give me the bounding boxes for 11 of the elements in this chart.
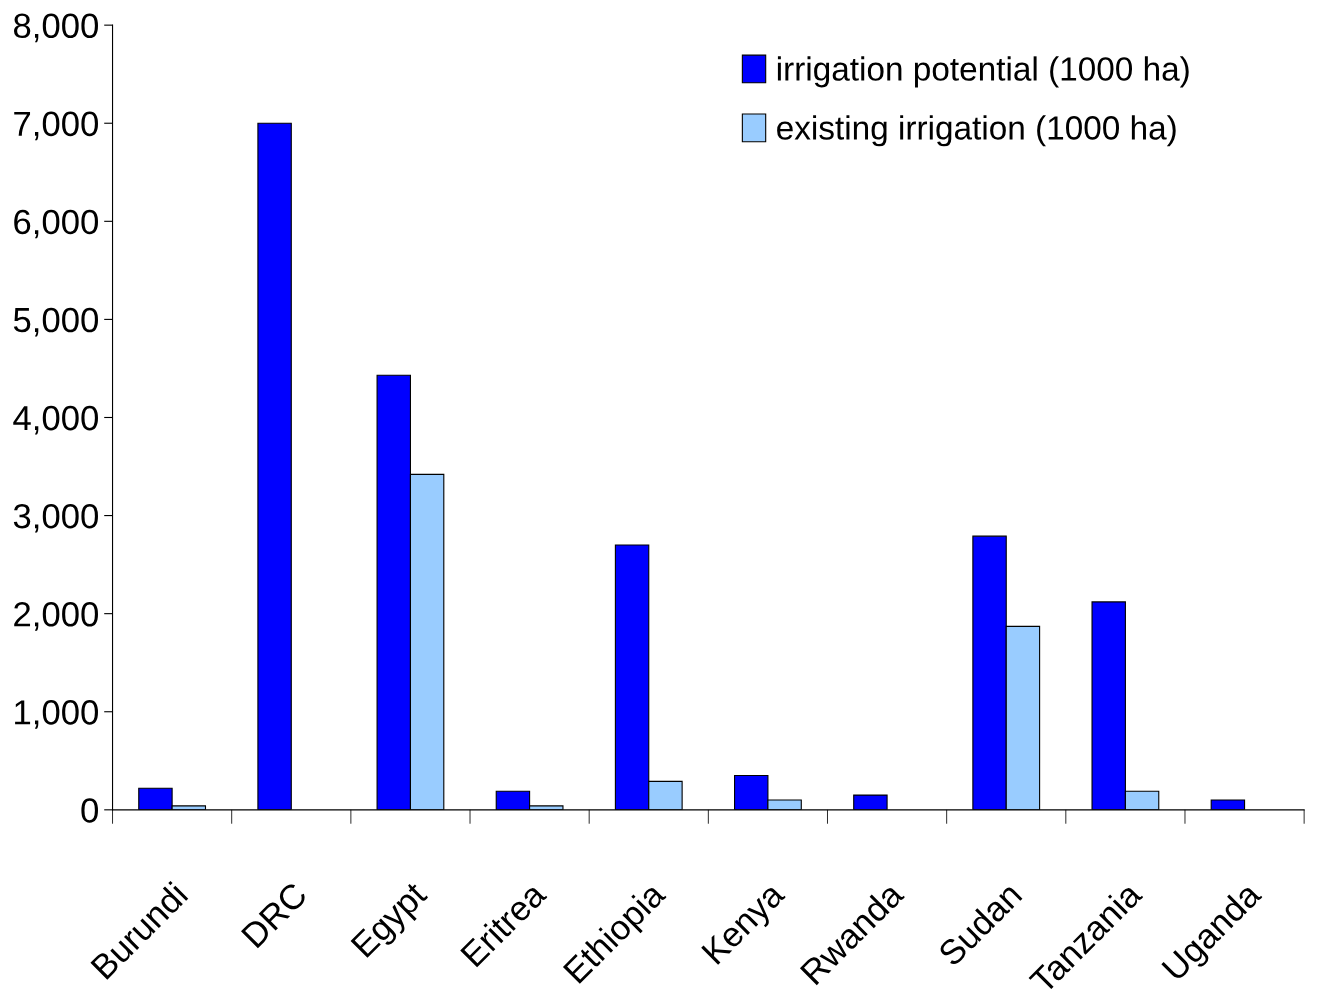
y-tick-label: 1,000 (15, 700, 98, 729)
y-tick-label: 5,000 (13, 307, 98, 337)
legend-label: irrigation potential (1000 ha) (777, 56, 1189, 88)
y-tick-label: 6,000 (14, 209, 98, 239)
y-tick-label: 3,000 (13, 503, 98, 533)
y-tick-label: 4,000 (13, 405, 98, 435)
y-tick-label: 8,000 (13, 13, 98, 43)
y-tick-label: 2,000 (14, 602, 98, 631)
legend-label: existing irrigation (1000 ha) (777, 115, 1176, 147)
y-tick-label: 7,000 (14, 111, 98, 141)
y-tick-label: 0 (81, 798, 98, 823)
